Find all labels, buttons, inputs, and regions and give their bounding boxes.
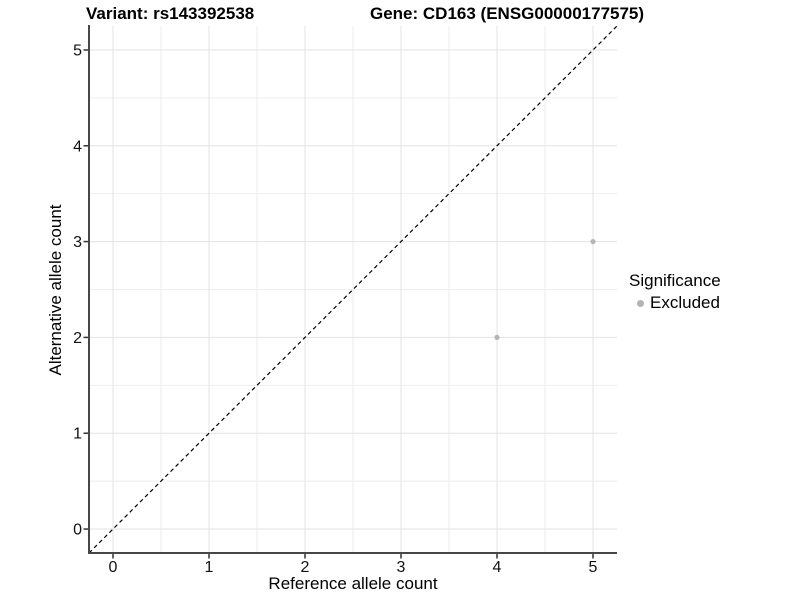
x-tick-label: 4 — [493, 559, 502, 576]
legend: Significance Excluded — [629, 271, 721, 313]
identity-reference-line — [88, 25, 618, 554]
plot-title-gene: Gene: CD163 (ENSG00000177575) — [370, 4, 645, 23]
legend-item-excluded: Excluded — [629, 293, 721, 313]
y-tick-label: 2 — [73, 330, 82, 347]
y-tick-label: 4 — [73, 138, 82, 155]
legend-title: Significance — [629, 271, 721, 290]
plot-title-variant: Variant: rs143392538 — [86, 4, 255, 23]
x-axis-label: Reference allele count — [268, 574, 438, 593]
legend-item-label: Excluded — [650, 293, 720, 312]
y-tick-label: 1 — [73, 426, 82, 443]
data-point — [590, 238, 596, 245]
x-tick-label: 3 — [397, 559, 406, 576]
y-axis-label: Alternative allele count — [46, 204, 65, 376]
data-point — [494, 334, 500, 341]
x-tick-label: 1 — [205, 559, 214, 576]
y-tick-label: 0 — [73, 522, 82, 539]
legend-point-icon — [637, 299, 644, 307]
y-tick-label: 3 — [73, 234, 82, 251]
x-tick-label: 2 — [301, 559, 310, 576]
x-tick-label: 0 — [109, 559, 118, 576]
x-tick-label: 5 — [589, 559, 598, 576]
y-tick-label: 5 — [73, 42, 82, 59]
